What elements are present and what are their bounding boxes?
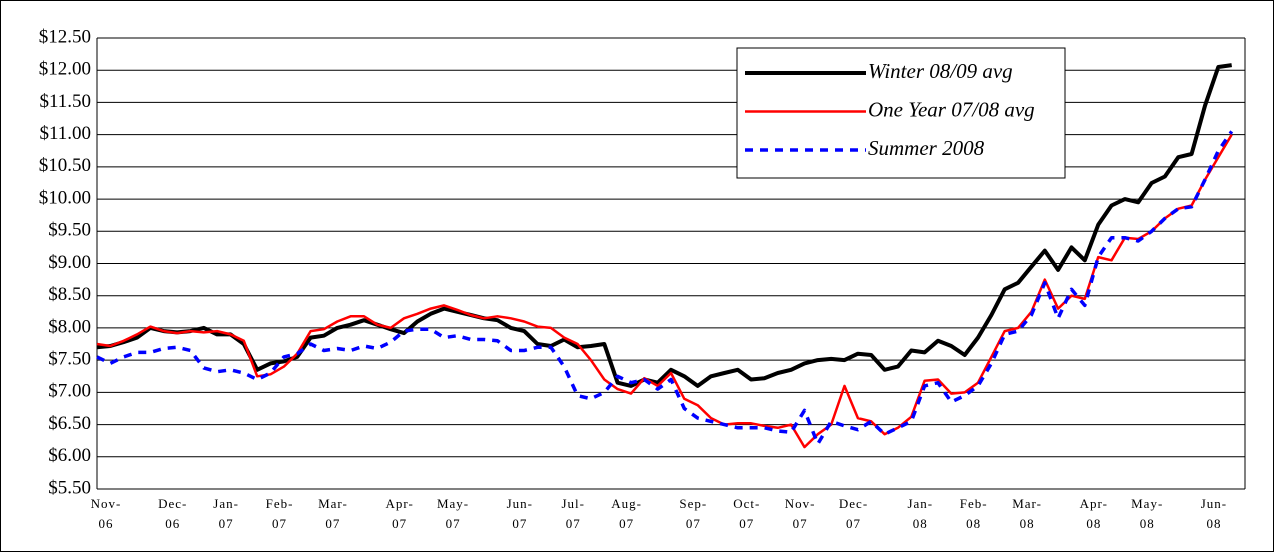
x-tick-label: Jan-07 [213,496,239,531]
x-tick-label: Sep-07 [679,496,707,531]
legend-label: Winter 08/09 avg [868,59,1013,83]
x-tick-label: Jul-07 [561,496,585,531]
y-tick-label: $11.00 [39,123,91,144]
x-tick-label: Mar-07 [318,496,348,531]
x-tick-label: Nov-07 [785,496,816,531]
y-tick-label: $9.50 [48,220,91,241]
y-tick-label: $10.00 [39,187,91,208]
x-tick-label: Apr-08 [1080,496,1108,531]
y-tick-label: $11.50 [39,91,91,112]
x-tick-label: Feb-08 [960,496,988,531]
y-tick-label: $6.50 [48,413,91,434]
y-tick-label: $12.00 [39,59,91,80]
x-tick-label: Feb-07 [266,496,294,531]
legend-label: One Year 07/08 avg [868,97,1035,121]
y-tick-label: $6.00 [48,445,91,466]
x-tick-label: Jan-08 [907,496,933,531]
x-tick-label: Nov-06 [91,496,122,531]
x-tick-label: Aug-07 [611,496,642,531]
y-tick-label: $8.50 [48,284,91,305]
x-tick-label: Oct-07 [733,496,760,531]
y-tick-label: $10.50 [39,155,91,176]
x-tick-label: May-08 [1131,496,1163,531]
x-tick-label: Dec-06 [158,496,187,531]
legend-label: Summer 2008 [868,136,985,160]
y-tick-label: $7.00 [48,381,91,402]
y-tick-label: $8.00 [48,316,91,337]
x-tick-label: Mar-08 [1012,496,1042,531]
x-tick-label: Apr-07 [386,496,414,531]
y-tick-label: $12.50 [39,26,91,47]
y-tick-label: $7.50 [48,349,91,370]
x-tick-label: Dec-07 [839,496,868,531]
y-tick-label: $5.50 [48,477,91,498]
x-tick-label: May-07 [437,496,469,531]
x-tick-label: Jun-08 [1201,496,1227,531]
series-line [96,130,1234,446]
legend-box [736,47,1066,179]
y-tick-label: $9.00 [48,252,91,273]
series-line [96,63,1232,388]
x-tick-label: Jun-07 [507,496,533,531]
